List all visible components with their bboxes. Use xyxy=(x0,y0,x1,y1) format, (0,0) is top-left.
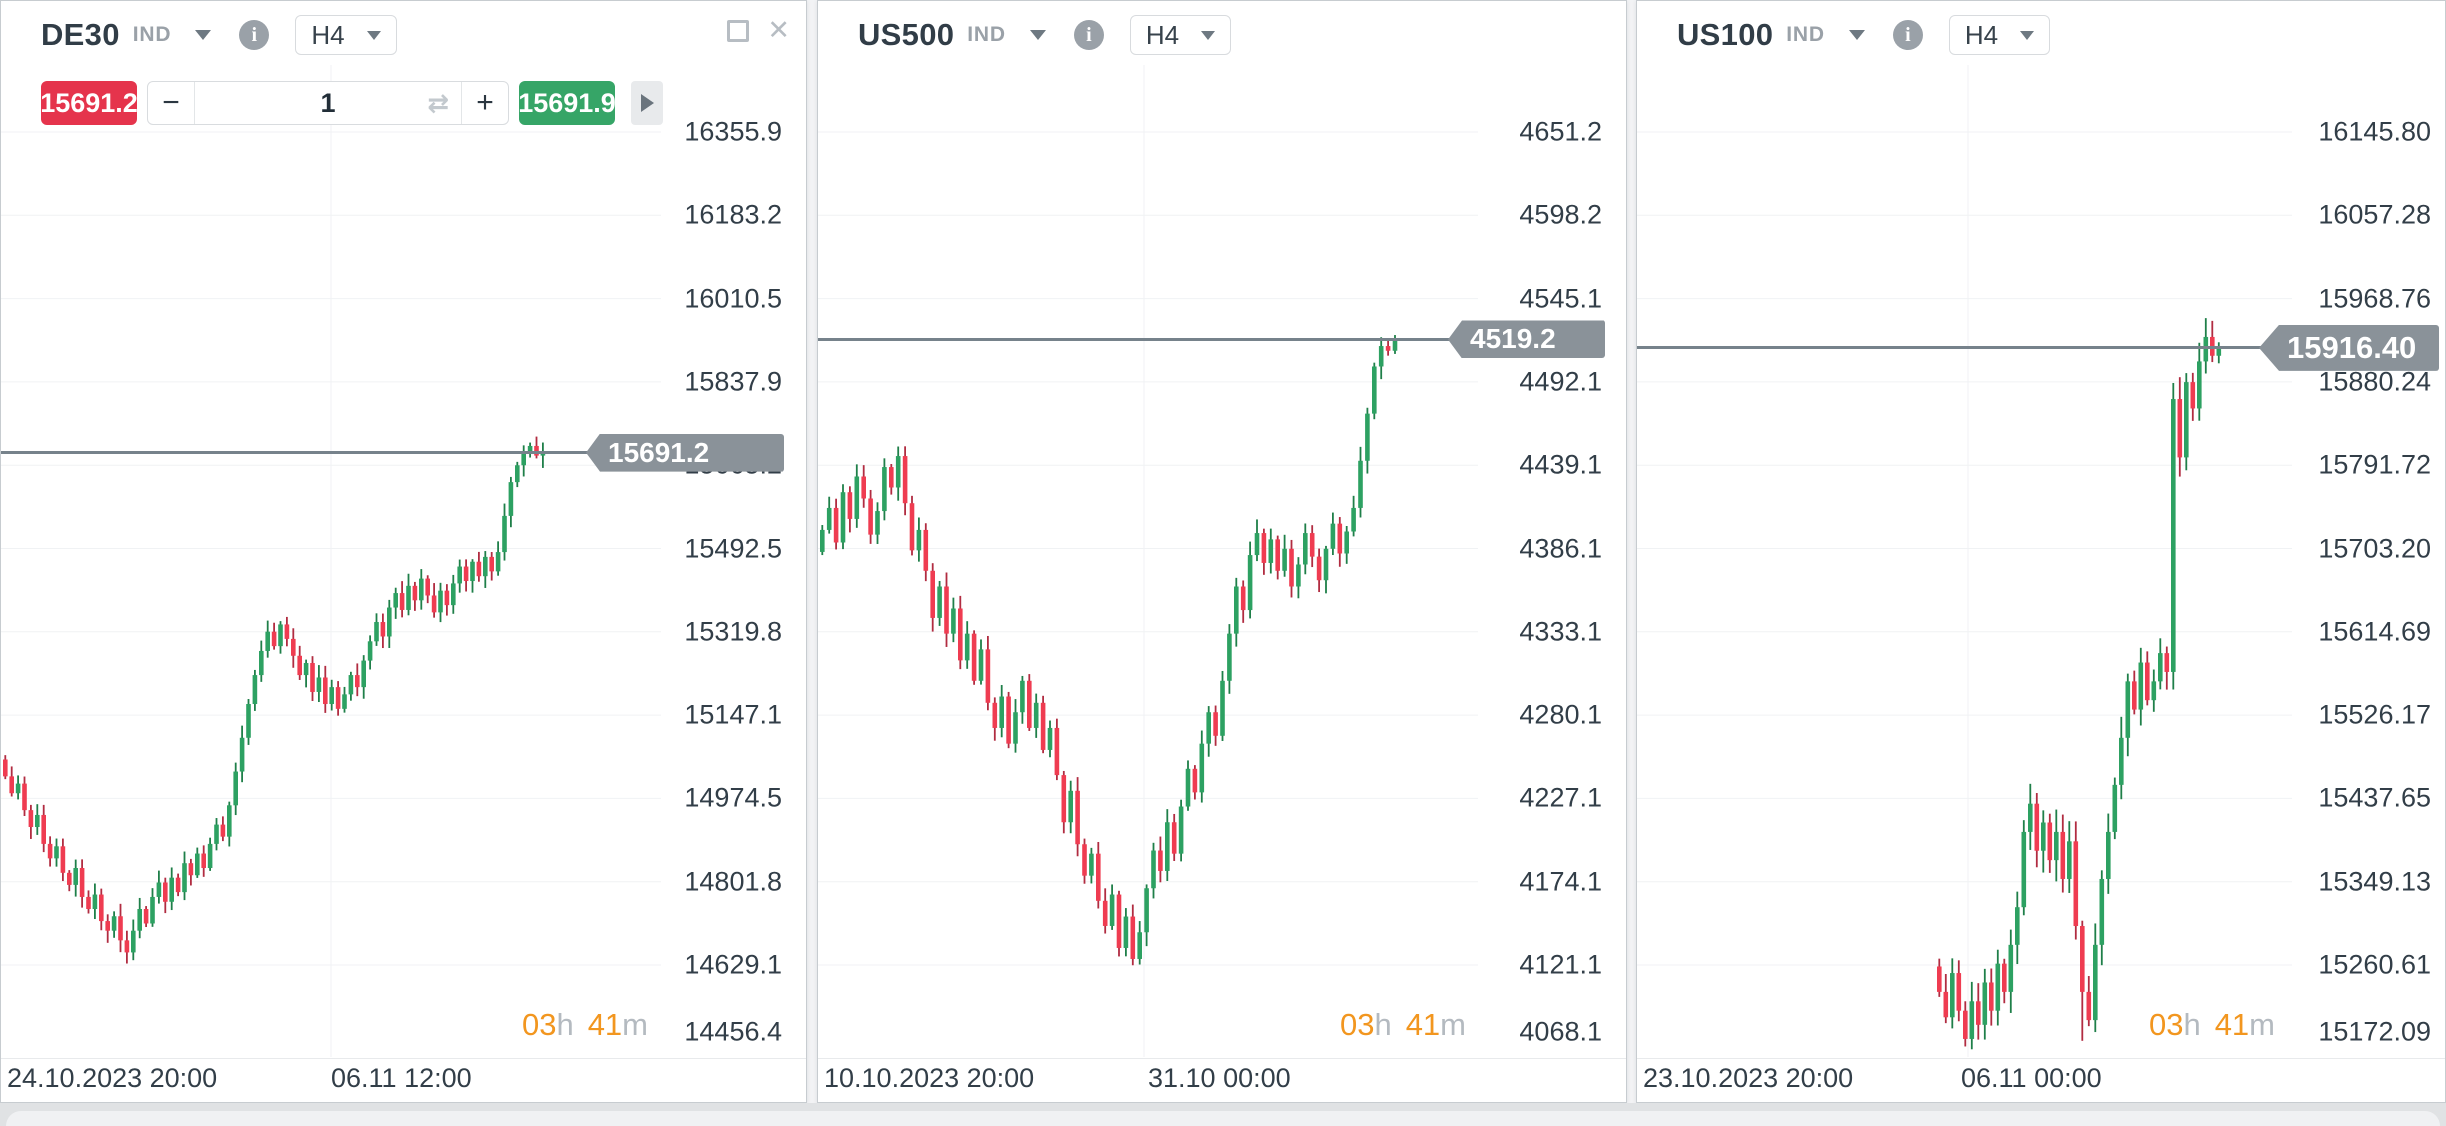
timeframe-value: H4 xyxy=(1145,19,1180,50)
current-price-line xyxy=(1637,346,2275,350)
instrument-type-badge: IND xyxy=(967,23,1006,46)
play-icon xyxy=(640,94,654,112)
chevron-down-icon xyxy=(2020,30,2035,40)
chart-header: US500 IND i H4 xyxy=(858,15,1232,55)
instrument-type-badge: IND xyxy=(132,23,172,46)
chevron-down-icon[interactable] xyxy=(1848,30,1865,40)
candle-countdown-timer: 03h 41m xyxy=(2148,1007,2275,1042)
time-axis-label: 23.10.2023 20:00 xyxy=(1643,1063,1854,1093)
timeframe-select[interactable]: H4 xyxy=(1129,15,1232,55)
current-price-tag: 15916.40 xyxy=(2259,324,2439,371)
current-price-line xyxy=(818,337,1464,341)
current-price-tag: 15691.2 xyxy=(586,433,784,472)
instrument-name: DE30 xyxy=(41,17,120,52)
time-axis-separator xyxy=(1637,1058,2445,1059)
time-axis-separator xyxy=(1,1058,806,1059)
info-icon[interactable]: i xyxy=(1073,20,1104,50)
timeframe-select[interactable]: H4 xyxy=(295,15,397,55)
chevron-down-icon xyxy=(366,30,381,40)
time-axis-label: 31.10 00:00 xyxy=(1148,1063,1291,1093)
chevron-down-icon xyxy=(1201,30,1216,40)
window-controls: ✕ xyxy=(727,17,790,44)
taskbar xyxy=(6,1111,2440,1126)
chevron-down-icon[interactable] xyxy=(1029,30,1046,40)
chart-header: US100 IND i H4 xyxy=(1677,15,2051,55)
timeframe-value: H4 xyxy=(311,19,345,50)
candlestick-chart[interactable] xyxy=(818,1,1624,1102)
buy-button[interactable]: 15691.9 xyxy=(518,81,616,125)
candle-countdown-timer: 03h 41m xyxy=(1339,1007,1466,1042)
candlestick-chart[interactable] xyxy=(1,1,804,1102)
info-icon[interactable]: i xyxy=(1892,20,1923,50)
close-icon[interactable]: ✕ xyxy=(767,15,790,45)
chart-header: DE30 IND i H4 xyxy=(41,15,397,55)
quantity-input[interactable]: 1 ⇄ xyxy=(195,82,461,124)
expand-order-button[interactable] xyxy=(631,81,663,125)
time-axis-label: 10.10.2023 20:00 xyxy=(824,1063,1035,1093)
sell-button[interactable]: 15691.2 xyxy=(40,81,138,125)
order-ticket: 15691.2 − 1 ⇄ + 15691.9 xyxy=(40,81,663,125)
refresh-icon[interactable]: ⇄ xyxy=(427,88,449,118)
instrument-name: US100 xyxy=(1677,17,1774,52)
time-axis-label: 24.10.2023 20:00 xyxy=(7,1063,218,1093)
instrument-name: US500 xyxy=(858,17,955,52)
instrument-type-badge: IND xyxy=(1786,23,1825,46)
chart-window-us500: US500 IND i H4 4651.2 4598.2 4545.1 4492.1 4… xyxy=(817,0,1627,1103)
current-price-line xyxy=(1,451,602,455)
current-price-tag: 4519.2 xyxy=(1448,320,1605,359)
chart-window-de30: DE30 IND i H4 ✕ 15691.2 − 1 ⇄ + 15691.9 1… xyxy=(0,0,807,1103)
quantity-plus-button[interactable]: + xyxy=(461,82,508,124)
quantity-minus-button[interactable]: − xyxy=(148,82,195,124)
chevron-down-icon[interactable] xyxy=(195,30,212,40)
quantity-stepper: − 1 ⇄ + xyxy=(147,81,509,125)
candlestick-chart[interactable] xyxy=(1637,1,2443,1102)
chart-window-us100: US100 IND i H4 16145.80 16057.28 15968.76 1… xyxy=(1636,0,2446,1103)
maximize-icon[interactable] xyxy=(727,19,750,42)
quantity-value: 1 xyxy=(320,87,336,118)
time-axis-separator xyxy=(818,1058,1626,1059)
info-icon[interactable]: i xyxy=(239,20,270,50)
timeframe-value: H4 xyxy=(1964,19,1999,50)
time-axis-label: 06.11 00:00 xyxy=(1961,1063,2102,1093)
time-axis-label: 06.11 12:00 xyxy=(331,1063,472,1093)
candle-countdown-timer: 03h 41m xyxy=(521,1007,648,1042)
timeframe-select[interactable]: H4 xyxy=(1948,15,2051,55)
